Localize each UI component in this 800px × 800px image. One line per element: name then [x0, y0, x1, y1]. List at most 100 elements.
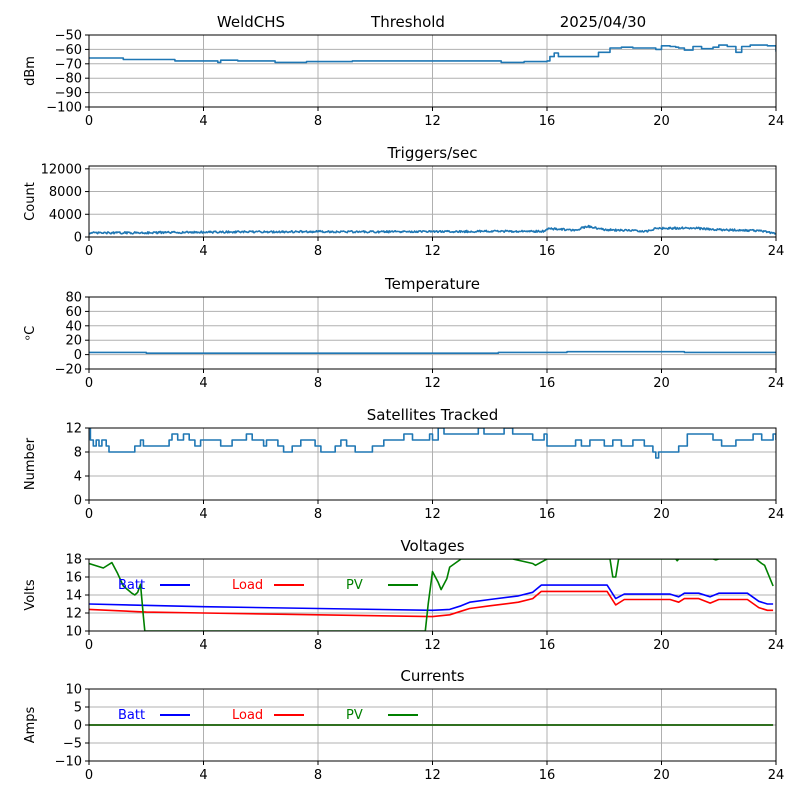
- x-tick-label: 4: [199, 768, 207, 783]
- series-group: [89, 44, 776, 64]
- y-tick-label: 0: [74, 494, 82, 509]
- x-tick-label: 0: [85, 507, 93, 522]
- y-tick-label: 14: [65, 589, 82, 604]
- y-tick-label: 60: [65, 305, 82, 320]
- y-tick-label: 8000: [49, 185, 82, 200]
- panel-voltages: 0 4 8 12 16 20 24 10 12 14 16 18 Voltages Volts Batt Lo…: [23, 537, 784, 653]
- x-tick-label: 16: [539, 114, 556, 129]
- y-tick-label: 12: [65, 607, 82, 622]
- x-tick-label: 24: [768, 244, 785, 259]
- y-tick-label: 0: [74, 348, 82, 363]
- y-tick-label: 80: [65, 291, 82, 306]
- y-tick-label: 10: [65, 683, 82, 698]
- x-tick-label: 24: [768, 507, 785, 522]
- y-axis-label: dBm: [23, 56, 38, 86]
- y-tick-label: −80: [55, 72, 82, 87]
- legend-label-batt: Batt: [118, 708, 145, 723]
- x-tick-label: 0: [85, 114, 93, 129]
- y-tick-label: −10: [55, 755, 82, 770]
- chart-title: Triggers/sec: [387, 144, 478, 162]
- x-tick-label: 4: [199, 638, 207, 653]
- panel-triggers: 0 4 8 12 16 20 24 0 4000 8000 12000 Triggers/sec Cou…: [23, 144, 784, 259]
- y-tick-label: 16: [65, 571, 82, 586]
- panel-threshold: 0 4 8 12 16 20 24 −100−90−80−70−60−50 dBm: [23, 29, 784, 130]
- y-tick-label: −20: [55, 363, 82, 378]
- y-tick-label: −60: [55, 43, 82, 58]
- series-line-pv: [89, 559, 774, 631]
- header-station: WeldCHS: [217, 13, 285, 31]
- series-line: [89, 350, 776, 354]
- y-tick-label: 8: [74, 446, 82, 461]
- panel-currents: 0 4 8 12 16 20 24 −10 −5 0 5 10 Currents Amps Batt Load…: [23, 667, 784, 783]
- y-tick-label: 12: [65, 422, 82, 437]
- y-tick-label: 4: [74, 470, 82, 485]
- series-line: [89, 224, 776, 235]
- chart-title: Temperature: [384, 275, 480, 293]
- x-tick-label: 20: [653, 638, 670, 653]
- y-tick-label: −90: [55, 86, 82, 101]
- series-line-batt: [89, 584, 774, 612]
- x-tick-label: 4: [199, 114, 207, 129]
- x-tick-label: 24: [768, 768, 785, 783]
- x-tick-label: 8: [314, 507, 322, 522]
- x-tick-label: 16: [539, 244, 556, 259]
- x-tick-label: 24: [768, 638, 785, 653]
- y-tick-label: 4000: [49, 208, 82, 223]
- x-tick-label: 8: [314, 638, 322, 653]
- y-tick-label: −100: [46, 101, 82, 116]
- chart-title: Currents: [400, 667, 464, 685]
- x-tick-label: 4: [199, 507, 207, 522]
- panel-satellites: 0 4 8 12 16 20 24 0 4 8 12 Satellites Tracked Number: [23, 406, 784, 522]
- y-tick-label: −50: [55, 29, 82, 44]
- y-tick-label: −5: [63, 737, 82, 752]
- x-tick-label: 20: [653, 244, 670, 259]
- x-tick-label: 4: [199, 376, 207, 391]
- y-tick-label: 20: [65, 334, 82, 349]
- legend-label-pv: PV: [346, 708, 363, 723]
- y-axis-label: ᵒC: [23, 326, 38, 340]
- x-tick-label: 12: [424, 768, 441, 783]
- x-tick-label: 16: [539, 376, 556, 391]
- x-tick-label: 12: [424, 376, 441, 391]
- x-tick-label: 12: [424, 507, 441, 522]
- legend-label-load: Load: [232, 578, 263, 593]
- x-tick-label: 20: [653, 376, 670, 391]
- legend-label-pv: PV: [346, 578, 363, 593]
- x-tick-label: 0: [85, 638, 93, 653]
- y-tick-label: 12000: [41, 162, 82, 177]
- y-tick-label: 40: [65, 319, 82, 334]
- y-tick-label: 10: [65, 625, 82, 640]
- x-tick-label: 8: [314, 768, 322, 783]
- x-tick-label: 16: [539, 768, 556, 783]
- x-tick-label: 4: [199, 244, 207, 259]
- x-tick-label: 20: [653, 114, 670, 129]
- x-tick-label: 12: [424, 114, 441, 129]
- x-tick-label: 0: [85, 376, 93, 391]
- x-tick-label: 8: [314, 114, 322, 129]
- x-tick-label: 8: [314, 376, 322, 391]
- y-tick-label: 18: [65, 553, 82, 568]
- x-tick-label: 20: [653, 507, 670, 522]
- header-date: 2025/04/30: [560, 13, 646, 31]
- x-tick-label: 8: [314, 244, 322, 259]
- series-group: [89, 428, 776, 459]
- legend-label-load: Load: [232, 708, 263, 723]
- x-tick-label: 12: [424, 244, 441, 259]
- series-line-load: [89, 590, 774, 618]
- header-mode: Threshold: [370, 13, 445, 31]
- x-tick-label: 16: [539, 507, 556, 522]
- series-group: [89, 224, 776, 235]
- chart-title: Voltages: [400, 537, 464, 555]
- y-axis-label: Number: [23, 437, 38, 490]
- y-tick-label: 0: [74, 231, 82, 246]
- series-line: [89, 428, 776, 459]
- x-tick-label: 12: [424, 638, 441, 653]
- chart-title: Satellites Tracked: [367, 406, 498, 424]
- y-tick-label: 0: [74, 719, 82, 734]
- legend-label-batt: Batt: [118, 578, 145, 593]
- y-axis-label: Volts: [23, 579, 38, 611]
- x-tick-label: 20: [653, 768, 670, 783]
